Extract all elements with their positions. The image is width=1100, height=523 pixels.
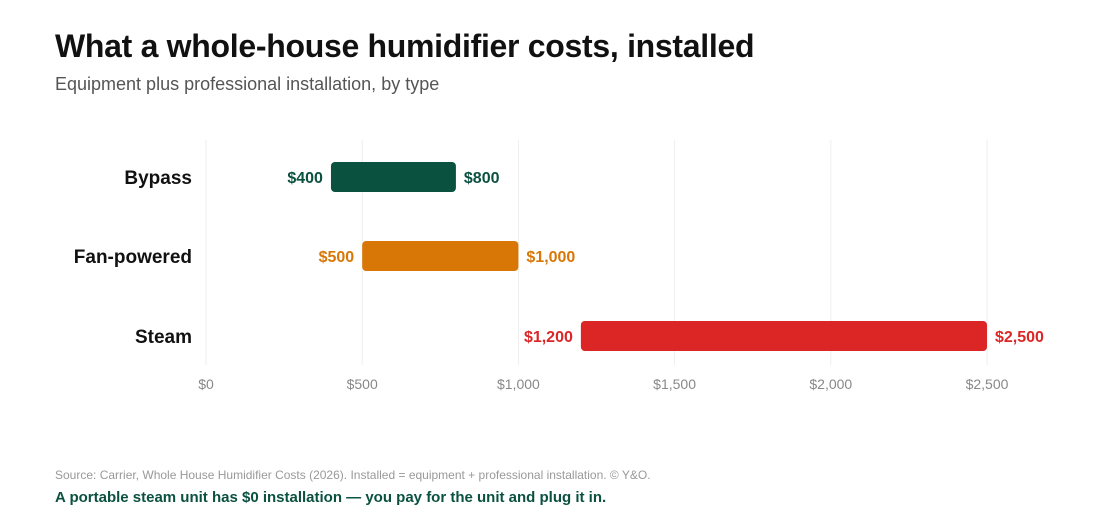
- x-tick-label: $1,000: [497, 376, 540, 392]
- range-bar: [580, 321, 987, 351]
- x-tick-label: $0: [198, 376, 214, 392]
- low-value-label: $400: [287, 170, 323, 187]
- footnote: A portable steam unit has $0 installatio…: [55, 489, 607, 506]
- range-bar: [330, 162, 456, 192]
- high-value-label: $1,000: [526, 249, 575, 266]
- bars: Bypass $400 $800 Fan-powered $500 $1,000 Steam…: [74, 162, 1044, 351]
- x-tick-label: $500: [347, 376, 378, 392]
- chart-subtitle: Equipment plus professional installation…: [55, 74, 440, 94]
- x-tick-label: $2,500: [966, 376, 1009, 392]
- category-label: Bypass: [124, 168, 192, 189]
- range-bar: [362, 241, 519, 271]
- low-value-label: $1,200: [524, 329, 573, 346]
- x-tick-label: $1,500: [653, 376, 696, 392]
- category-label: Steam: [135, 327, 192, 348]
- range-bar-chart: Bypass $400 $800 Fan-powered $500 $1,000 Steam…: [74, 140, 1044, 392]
- chart-title: What a whole-house humidifier costs, ins…: [55, 28, 755, 64]
- source-note: Source: Carrier, Whole House Humidifier …: [55, 468, 651, 482]
- low-value-label: $500: [319, 249, 355, 266]
- x-tick-label: $2,000: [809, 376, 852, 392]
- high-value-label: $2,500: [995, 329, 1044, 346]
- category-label: Fan-powered: [74, 247, 192, 268]
- high-value-label: $800: [464, 170, 500, 187]
- x-axis: $0 $500 $1,000 $1,500 $2,000 $2,500: [198, 376, 1008, 392]
